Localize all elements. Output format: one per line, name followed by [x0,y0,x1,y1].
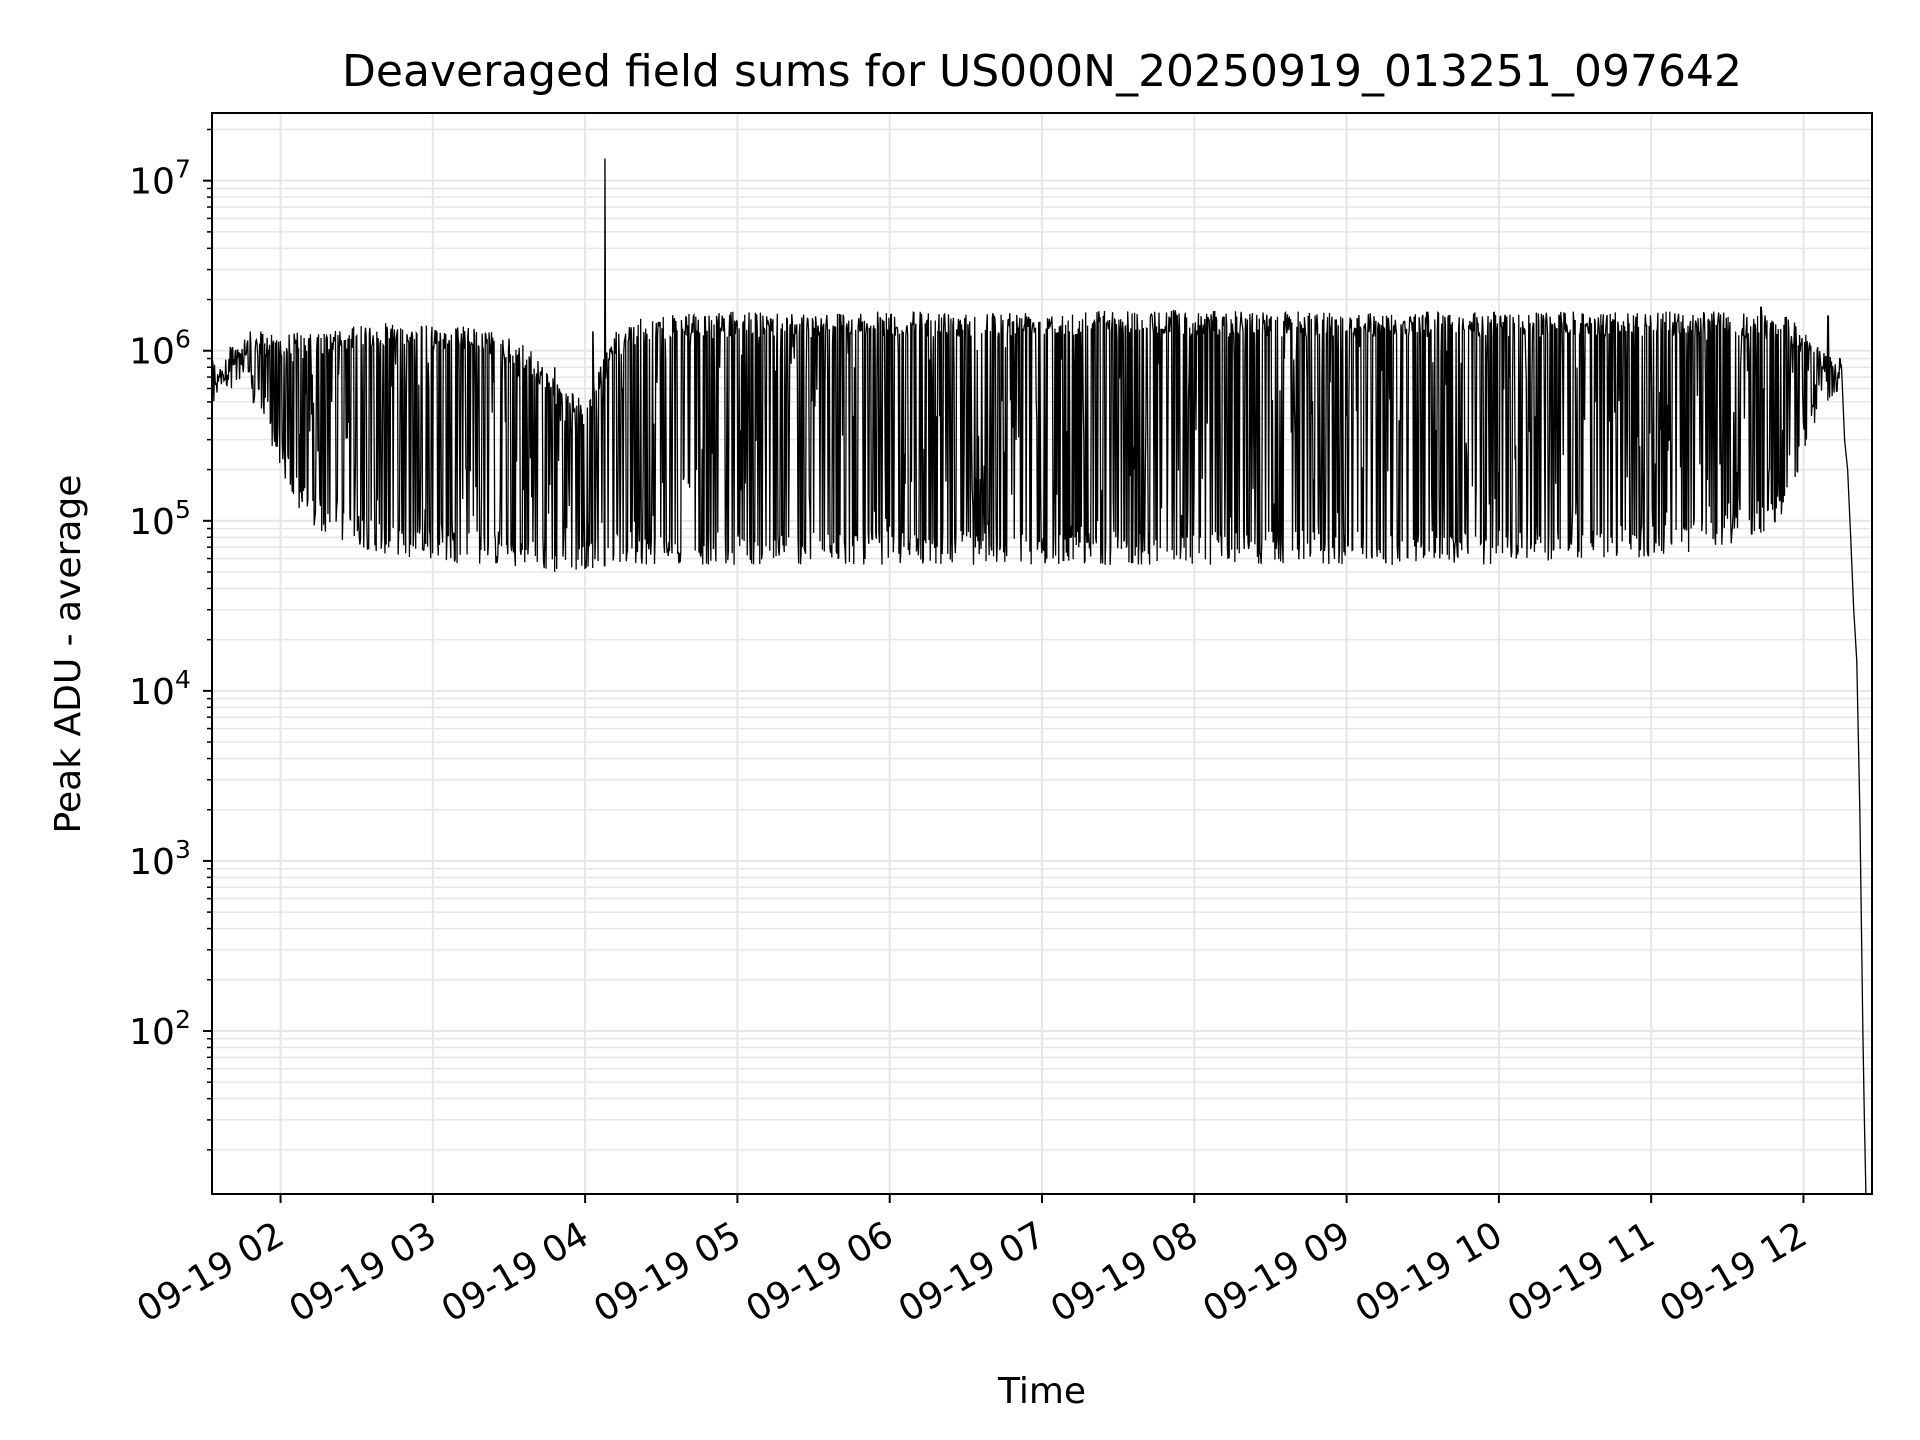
x-tick-label: 09-19 05 [587,1214,748,1330]
y-tick-label: 105 [129,495,191,543]
y-tick-label: 107 [129,155,191,203]
chart-title: Deaveraged field sums for US000N_2025091… [342,46,1742,97]
x-tick-label: 09-19 02 [130,1214,291,1330]
x-tick-label: 09-19 11 [1501,1214,1662,1330]
y-axis-label: Peak ADU - average [48,475,89,834]
y-tick-label: 102 [129,1005,191,1053]
x-tick-label: 09-19 08 [1044,1214,1205,1330]
x-tick-label: 09-19 09 [1196,1214,1357,1330]
y-tick-label: 104 [129,665,191,713]
x-axis-label: Time [997,1371,1086,1412]
x-tick-label: 09-19 03 [283,1214,444,1330]
x-tick-label: 09-19 12 [1653,1214,1814,1330]
y-tick-label: 106 [129,325,191,373]
x-tick-label: 09-19 04 [435,1214,596,1330]
x-tick-label: 09-19 07 [892,1214,1053,1330]
x-tick-label: 09-19 06 [740,1214,901,1330]
major-gridlines [212,113,1872,1194]
x-tick-label: 09-19 10 [1349,1214,1510,1330]
series-path [211,158,1869,1195]
y-axis-ticks: 102 103 104 105 106 107 [129,128,212,1151]
series-line [211,158,1869,1195]
y-tick-label: 103 [129,835,191,883]
